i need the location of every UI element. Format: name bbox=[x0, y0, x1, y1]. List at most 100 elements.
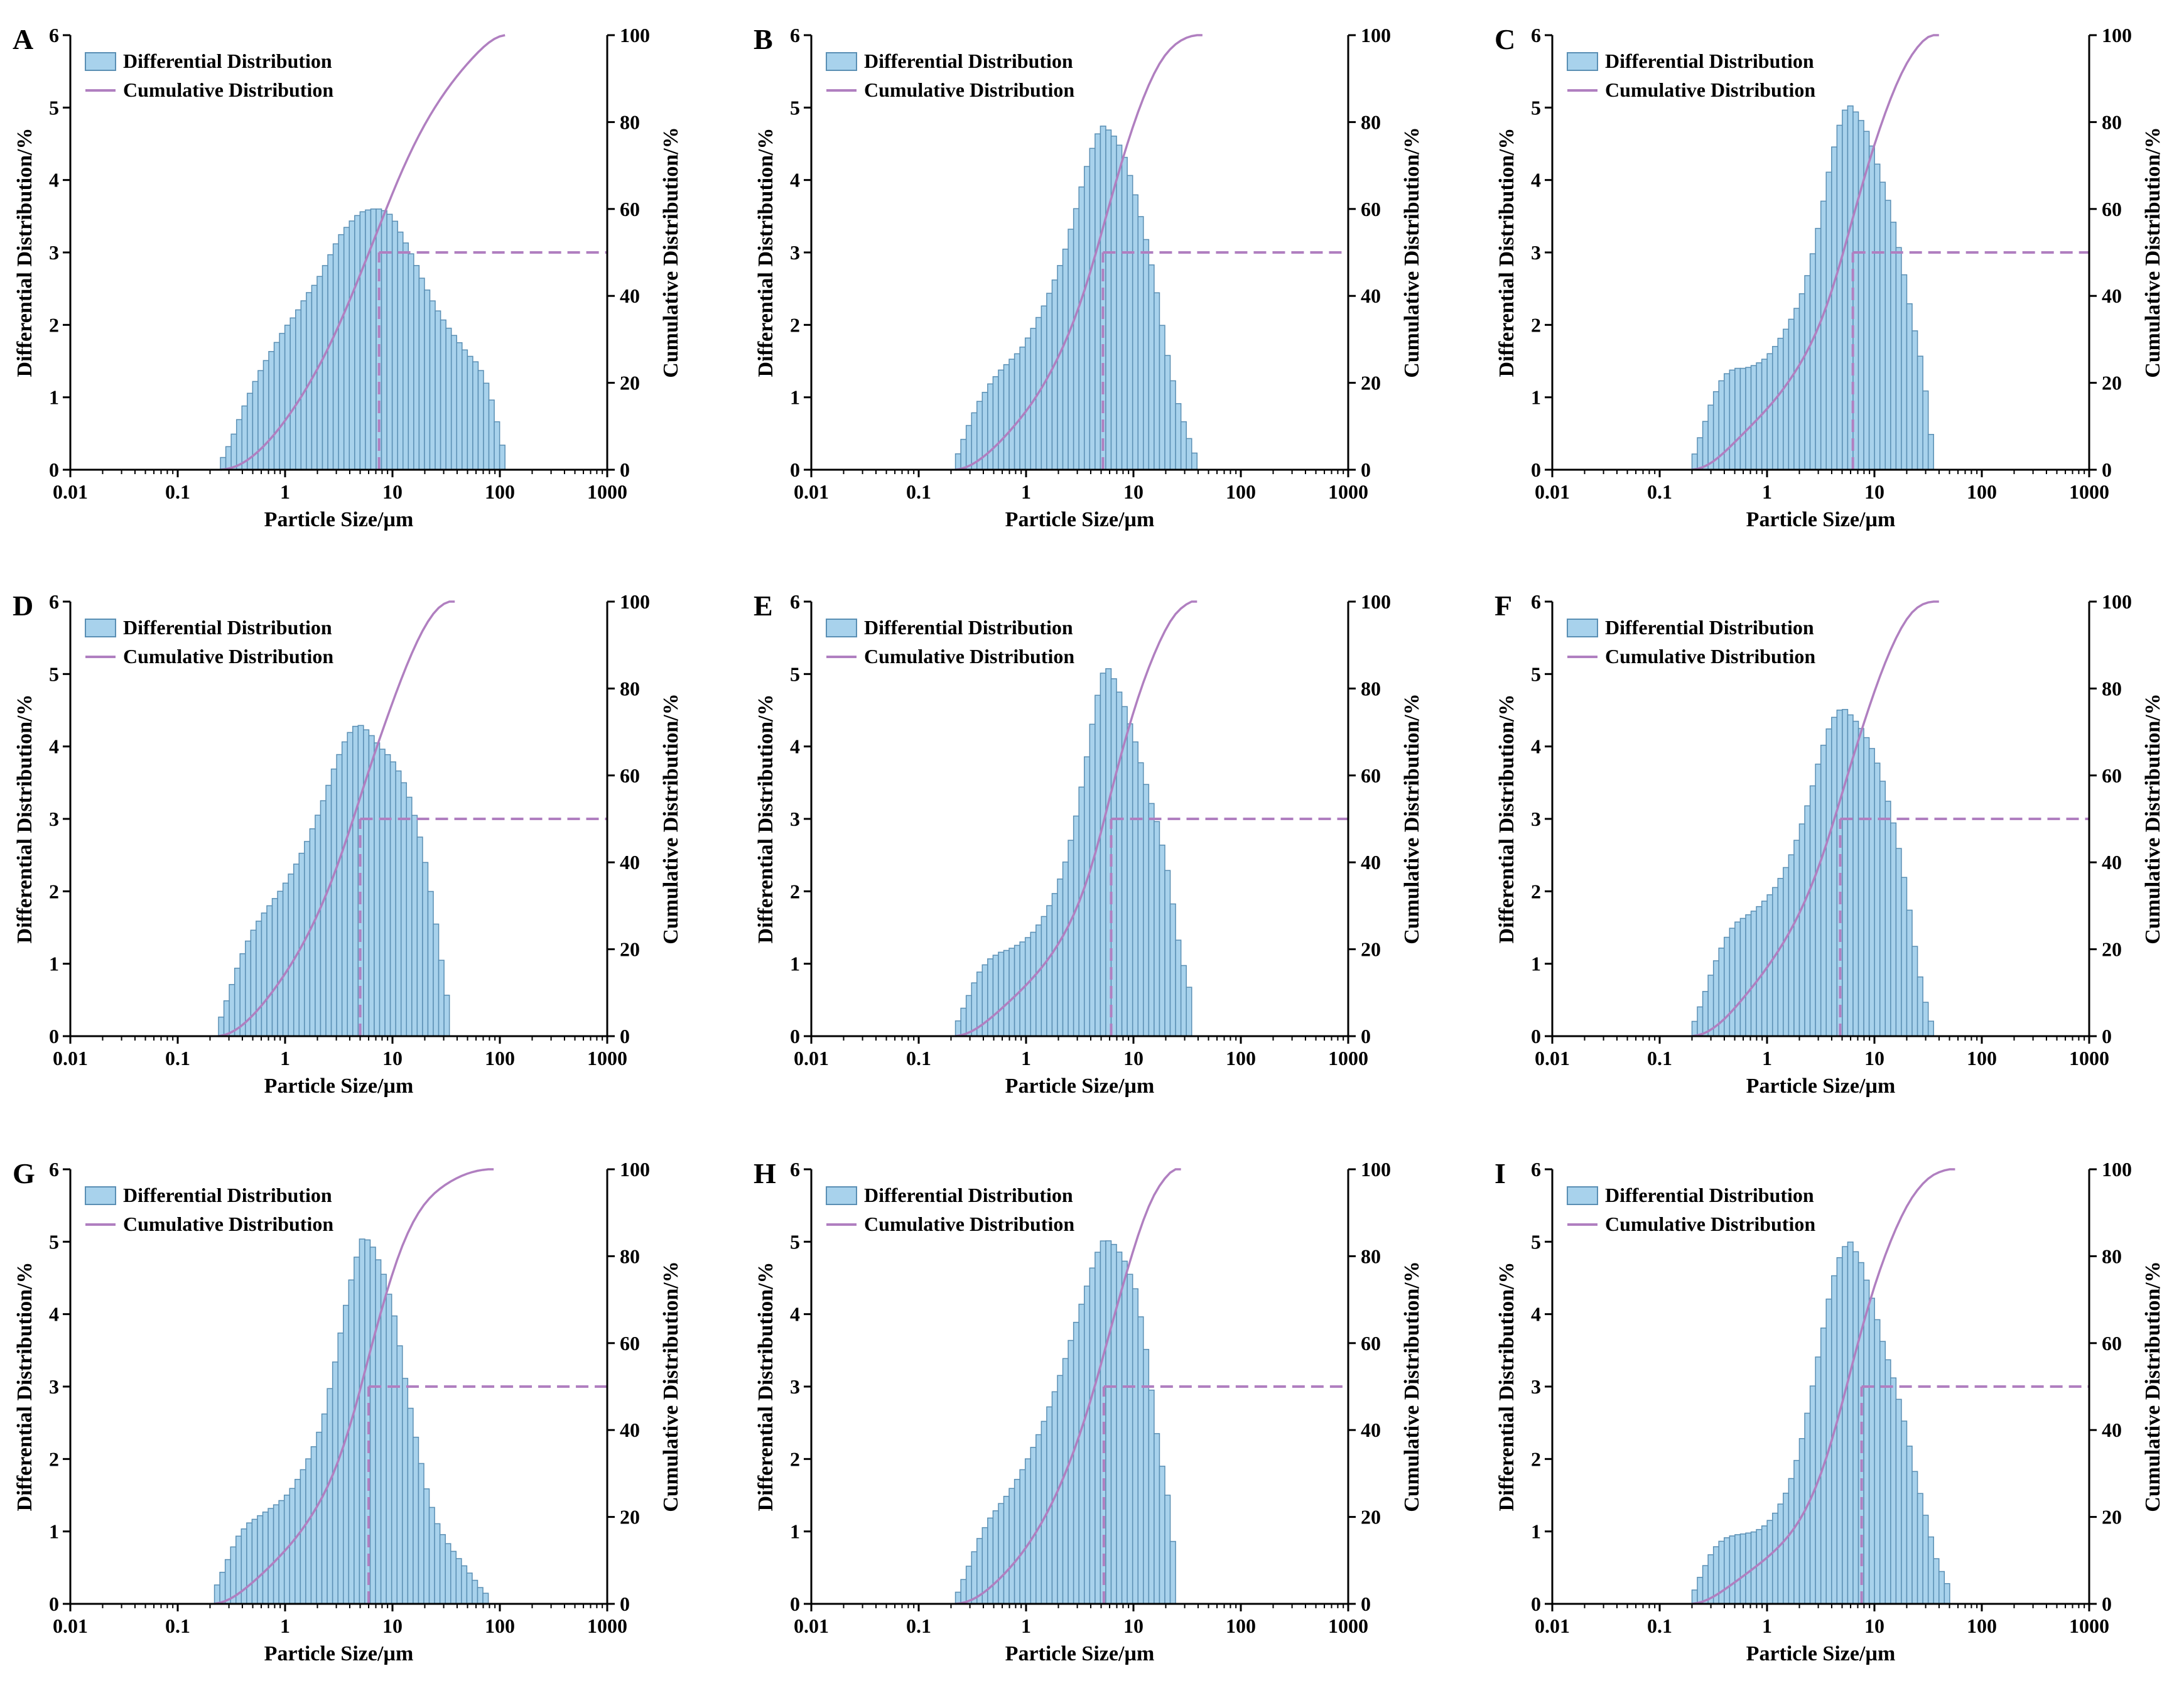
legend-bar-swatch bbox=[85, 1186, 116, 1205]
histogram-bar bbox=[225, 446, 232, 470]
histogram-bar bbox=[1724, 373, 1731, 470]
histogram-bar bbox=[1911, 1471, 1918, 1604]
histogram-bar bbox=[336, 754, 343, 1037]
histogram-bar bbox=[1116, 691, 1123, 1037]
x-tick-label: 100 bbox=[485, 1047, 515, 1069]
histogram-bar bbox=[1068, 1339, 1074, 1604]
histogram-bar bbox=[354, 1257, 360, 1604]
histogram-bar bbox=[1745, 367, 1752, 470]
y-left-tick-label: 2 bbox=[49, 880, 59, 902]
histogram-bar bbox=[1105, 668, 1112, 1037]
y-left-tick-label: 2 bbox=[790, 880, 800, 902]
x-tick-label: 10 bbox=[1864, 1615, 1884, 1637]
panel-letter: I bbox=[1495, 1157, 1506, 1189]
histogram-bar bbox=[1159, 845, 1165, 1037]
histogram-bar bbox=[251, 1518, 258, 1604]
y-left-tick-label: 5 bbox=[1531, 663, 1541, 685]
histogram-bar bbox=[455, 1558, 462, 1604]
y-left-tick-label: 5 bbox=[49, 96, 59, 119]
histogram-bar bbox=[1127, 175, 1133, 470]
histogram-bar bbox=[1729, 1535, 1736, 1604]
y-right-tick-label: 60 bbox=[1361, 1332, 1381, 1355]
histogram-bar bbox=[477, 370, 484, 470]
histogram-bar bbox=[1143, 239, 1150, 470]
histogram-bar bbox=[1137, 1316, 1144, 1604]
y-left-tick-label: 4 bbox=[1531, 1303, 1541, 1326]
legend-cumulative-label: Cumulative Distribution bbox=[1605, 645, 1815, 668]
x-tick-label: 1 bbox=[280, 480, 290, 503]
histogram-bar bbox=[1933, 1558, 1940, 1604]
y-left-axis-title: Differential Distribution/% bbox=[1495, 695, 1518, 944]
histogram-bar bbox=[214, 1584, 220, 1604]
y-right-tick-label: 80 bbox=[2102, 111, 2122, 133]
histogram-bar bbox=[1035, 924, 1042, 1037]
x-tick-label: 1 bbox=[1762, 480, 1772, 503]
histogram-bar bbox=[262, 1512, 269, 1604]
histogram-bar bbox=[316, 1431, 323, 1604]
histogram-bar bbox=[1030, 1447, 1037, 1604]
histogram-bar bbox=[1078, 186, 1085, 470]
y-left-tick-label: 0 bbox=[1531, 1025, 1541, 1047]
histogram-bar bbox=[1095, 1252, 1101, 1604]
y-left-tick-label: 3 bbox=[790, 241, 800, 264]
y-left-tick-label: 6 bbox=[1531, 1158, 1541, 1181]
y-left-axis-title: Differential Distribution/% bbox=[13, 128, 36, 377]
y-left-tick-label: 2 bbox=[1531, 313, 1541, 336]
x-tick-label: 0.1 bbox=[1647, 1047, 1672, 1069]
x-tick-label: 10 bbox=[1123, 1615, 1143, 1637]
x-tick-label: 10 bbox=[1123, 480, 1143, 503]
x-tick-label: 10 bbox=[382, 1047, 403, 1069]
histogram-bar bbox=[499, 445, 505, 470]
histogram-bar bbox=[1863, 1279, 1870, 1604]
x-tick-label: 100 bbox=[1967, 480, 1997, 503]
panel-letter: D bbox=[13, 590, 33, 622]
histogram-bar bbox=[241, 1528, 247, 1604]
histogram-bar bbox=[1793, 840, 1800, 1037]
histogram-bar bbox=[1175, 939, 1182, 1037]
y-left-tick-label: 4 bbox=[49, 1303, 59, 1326]
histogram-bar bbox=[472, 1579, 478, 1604]
y-left-tick-label: 3 bbox=[1531, 1375, 1541, 1398]
x-tick-label: 1 bbox=[1762, 1047, 1772, 1069]
histogram-bar bbox=[1718, 1540, 1725, 1604]
histogram-bar bbox=[257, 370, 264, 470]
histogram-bar bbox=[1008, 359, 1015, 470]
histogram-bar bbox=[1842, 708, 1849, 1037]
legend: Differential Distribution Cumulative Dist… bbox=[1567, 50, 1815, 101]
differential-bars bbox=[1691, 105, 1934, 470]
histogram-bar bbox=[1143, 784, 1150, 1037]
y-right-tick-label: 60 bbox=[1361, 198, 1381, 220]
histogram-bar bbox=[1089, 148, 1096, 470]
histogram-bar bbox=[1895, 1399, 1902, 1604]
histogram-bar bbox=[374, 742, 381, 1037]
histogram-bar bbox=[1180, 421, 1187, 470]
legend: Differential Distribution Cumulative Dist… bbox=[1567, 1184, 1815, 1235]
histogram-bar bbox=[1906, 909, 1913, 1037]
histogram-bar bbox=[1890, 1377, 1897, 1604]
y-left-tick-label: 5 bbox=[790, 1230, 800, 1253]
histogram-bar bbox=[384, 754, 391, 1037]
histogram-bar bbox=[1084, 1285, 1091, 1604]
histogram-bar bbox=[1121, 706, 1128, 1037]
histogram-bar bbox=[1024, 937, 1031, 1037]
histogram-bar bbox=[337, 1332, 344, 1604]
x-tick-label: 1 bbox=[280, 1615, 290, 1637]
histogram-bar bbox=[1927, 434, 1934, 470]
histogram-bar bbox=[348, 1279, 355, 1604]
y-right-tick-label: 60 bbox=[620, 198, 640, 220]
histogram-bar bbox=[1073, 815, 1079, 1037]
y-left-tick-label: 6 bbox=[790, 1158, 800, 1181]
histogram-bar bbox=[1724, 1537, 1731, 1604]
legend-cumulative-label: Cumulative Distribution bbox=[1605, 1213, 1815, 1235]
y-right-tick-label: 100 bbox=[620, 590, 650, 613]
y-left-tick-label: 4 bbox=[790, 1303, 800, 1326]
histogram-bar bbox=[343, 1304, 350, 1604]
histogram-bar bbox=[413, 265, 420, 470]
y-left-axis-title: Differential Distribution/% bbox=[754, 695, 777, 944]
histogram-bar bbox=[1836, 1257, 1843, 1604]
histogram-bar bbox=[1825, 728, 1832, 1037]
histogram-bar bbox=[1901, 274, 1908, 470]
histogram-bar bbox=[440, 319, 446, 470]
histogram-bar bbox=[1739, 917, 1746, 1037]
x-tick-label: 0.1 bbox=[1647, 1615, 1672, 1637]
